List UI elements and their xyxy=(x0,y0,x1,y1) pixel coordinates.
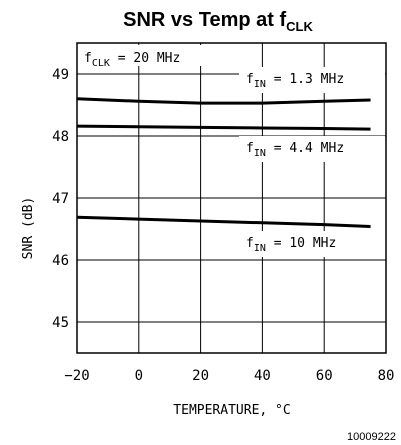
series-line-2 xyxy=(76,124,371,131)
fclk-annotation-box xyxy=(79,45,204,66)
x-tick-label: 80 xyxy=(378,368,395,384)
y-tick-label: 47 xyxy=(52,191,69,207)
x-axis-label: TEMPERATURE, °C xyxy=(173,403,290,418)
series-group xyxy=(76,97,371,229)
x-tick-label: 40 xyxy=(254,368,271,384)
series-label-2: fIN = 4.4 MHz xyxy=(246,141,344,159)
y-tick-label: 45 xyxy=(52,315,69,331)
y-tick-labels: 45 46 47 48 49 xyxy=(52,67,69,331)
chart-title: SNR vs Temp at fCLK xyxy=(123,9,313,34)
series-label-3: fIN = 10 MHz xyxy=(246,236,336,254)
series-label-box xyxy=(239,136,385,162)
x-tick-label: 20 xyxy=(192,368,209,384)
x-tick-label: −20 xyxy=(64,368,89,384)
y-tick-label: 49 xyxy=(52,67,69,83)
series-label-box xyxy=(239,231,385,257)
x-tick-labels: −20 0 20 40 60 80 xyxy=(64,368,394,384)
y-axis-label: SNR (dB) xyxy=(21,197,36,260)
series-line-1 xyxy=(76,97,371,105)
series-labels: fIN = 1.3 MHz fIN = 4.4 MHz fIN = 10 MHz xyxy=(239,67,385,257)
series-label-box xyxy=(239,67,385,93)
plot-frame xyxy=(76,42,387,354)
y-tick-label: 46 xyxy=(52,253,69,269)
fclk-annotation: fCLK = 20 MHz xyxy=(84,51,180,69)
y-tick-label: 48 xyxy=(52,129,69,145)
series-label-1: fIN = 1.3 MHz xyxy=(246,72,344,90)
x-tick-label: 0 xyxy=(135,368,143,384)
x-tick-label: 60 xyxy=(316,368,333,384)
figure-number: 10009222 xyxy=(347,431,396,443)
series-line-3 xyxy=(76,215,371,229)
